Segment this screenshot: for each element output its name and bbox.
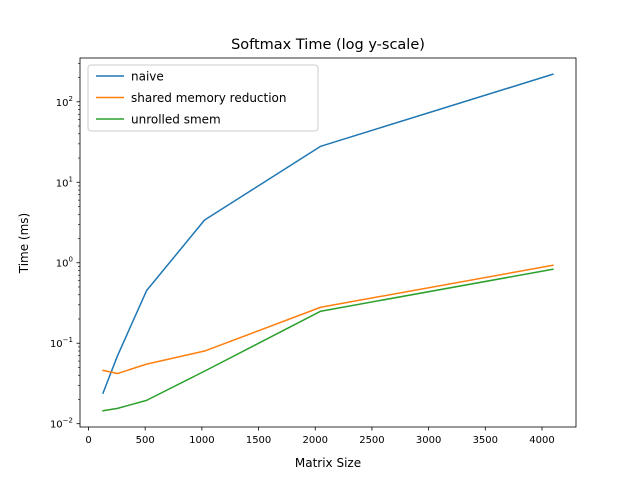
y-tick-exponent: −1 (63, 336, 73, 344)
plot-layer (102, 73, 554, 412)
y-axis-label: Time (ms) (17, 213, 31, 275)
y-tick-label: 10−1 (50, 336, 73, 350)
y-tick-exponent: −2 (63, 417, 73, 425)
legend-box (87, 64, 319, 132)
y-tick-mantissa: 10 (56, 259, 69, 270)
x-tick-label: 1500 (246, 435, 271, 446)
legend-label: unrolled smem (131, 113, 221, 127)
y-tick-mantissa: 10 (50, 339, 63, 350)
x-tick-label: 0 (85, 435, 91, 446)
y-tick-exponent: 2 (69, 95, 73, 103)
legend: naive shared memory reduction unrolled sme… (87, 64, 319, 132)
y-tick-mantissa: 10 (56, 178, 69, 189)
series-line-2 (102, 268, 554, 412)
y-tick-label: 10−2 (50, 417, 73, 431)
chart-title: Softmax Time (log y-scale) (231, 37, 425, 53)
x-tick-label: 2000 (303, 435, 328, 446)
x-tick-label: 1000 (189, 435, 214, 446)
x-axis-label: Matrix Size (295, 456, 361, 470)
series-line-0 (102, 73, 554, 395)
x-tick-label: 500 (136, 435, 155, 446)
y-tick-label: 100 (56, 256, 73, 270)
legend-label: shared memory reduction (131, 91, 287, 105)
x-tick-label: 3000 (416, 435, 441, 446)
y-tick-exponent: 1 (69, 175, 73, 183)
y-tick-label: 102 (56, 95, 73, 109)
axes-layer: 0 500 1000 1500 2000 2500 3000 3500 400010−210−1… (50, 57, 577, 446)
x-tick-label: 2500 (359, 435, 384, 446)
x-tick-label: 4000 (529, 435, 554, 446)
y-tick-label: 101 (56, 175, 73, 189)
series-line-1 (102, 264, 554, 375)
legend-label: naive (131, 70, 164, 84)
x-tick-label: 3500 (473, 435, 498, 446)
y-tick-exponent: 0 (69, 256, 73, 264)
y-tick-mantissa: 10 (50, 420, 63, 431)
axes-frame (79, 57, 577, 428)
y-tick-mantissa: 10 (56, 98, 69, 109)
